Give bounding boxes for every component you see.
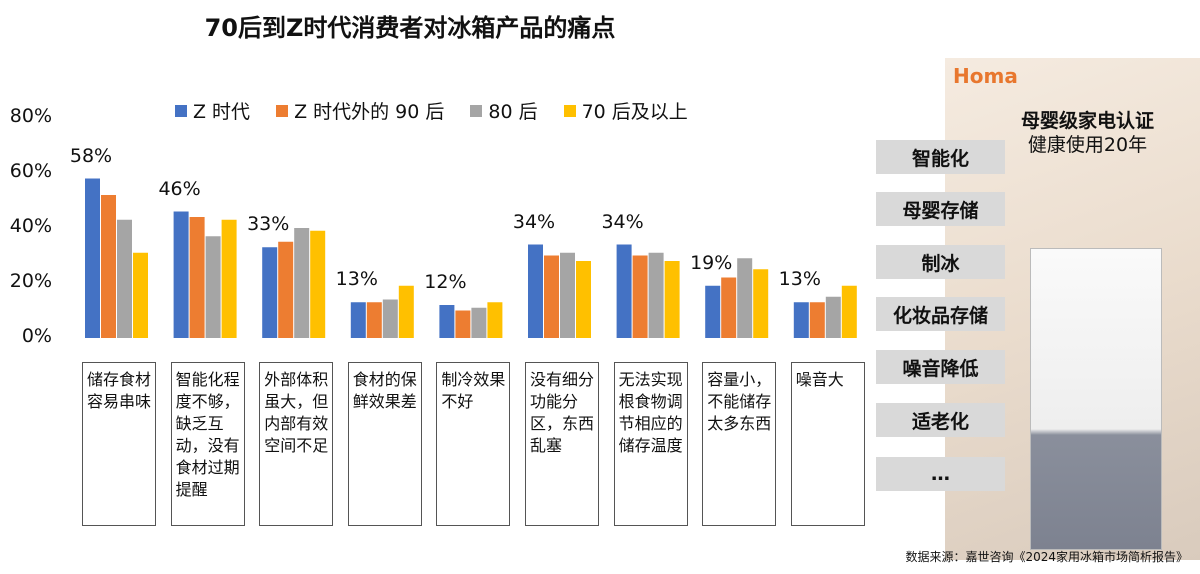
data-label: 46%: [158, 177, 201, 200]
bar: [205, 236, 221, 338]
bar: [809, 302, 825, 338]
plot-area: [85, 178, 857, 338]
y-tick-label: 40%: [9, 215, 52, 237]
legend-item: Z 时代: [175, 97, 250, 124]
legend-label: Z 时代: [193, 101, 251, 123]
bar: [117, 219, 132, 338]
legend-swatch: [276, 104, 289, 117]
bar: [825, 296, 841, 338]
y-tick-label: 60%: [9, 160, 52, 182]
photo-subline: 健康使用20年: [1027, 134, 1148, 156]
bar: [753, 269, 769, 338]
bar: [294, 228, 310, 338]
bar: [793, 302, 809, 338]
chart-title: 70后到Z时代消费者对冰箱产品的痛点: [204, 14, 616, 42]
bar: [487, 302, 503, 338]
bar: [350, 302, 366, 338]
bar: [560, 252, 575, 338]
bar: [455, 310, 471, 338]
category-label: 外部体积虽大，但内部有效空间不足: [259, 362, 334, 526]
bar: [278, 241, 294, 338]
bar: [471, 307, 487, 338]
bar: [737, 258, 753, 338]
photo-headline: 母婴级家电认证: [1020, 110, 1154, 132]
data-label: 33%: [247, 213, 290, 236]
bar: [841, 285, 857, 338]
bar: [262, 247, 278, 338]
bar: [85, 178, 100, 338]
data-label: 34%: [601, 210, 644, 233]
bar: [721, 277, 737, 338]
legend: Z 时代 Z 时代外的 90 后 80 后 70 后及以上: [175, 97, 688, 124]
feature-tag: 化妆品存储: [876, 297, 1005, 331]
bar: [664, 261, 680, 338]
feature-tag: 适老化: [876, 403, 1005, 437]
legend-label: 70 后及以上: [581, 101, 688, 123]
data-label: 58%: [69, 144, 113, 167]
legend-item: Z 时代外的 90 后: [276, 97, 444, 124]
y-tick-label: 20%: [9, 270, 52, 292]
bar: [576, 261, 591, 338]
bar: [221, 219, 237, 338]
bar: [705, 285, 721, 338]
bar: [189, 217, 205, 338]
brand-logo: Homa: [953, 64, 1018, 88]
legend-label: Z 时代外的 90 后: [294, 101, 445, 123]
data-label: 13%: [335, 268, 378, 291]
bar: [439, 305, 455, 338]
data-label: 13%: [778, 268, 821, 291]
feature-tag: 制冰: [876, 245, 1005, 279]
category-label: 食材的保鲜效果差: [347, 362, 422, 526]
category-label: 没有细分功能分区，东西乱塞: [525, 362, 599, 526]
legend-swatch: [563, 104, 576, 117]
legend-swatch: [470, 104, 483, 117]
bar: [398, 285, 414, 338]
category-label: 储存食材容易串味: [82, 362, 156, 526]
feature-tag: …: [876, 457, 1005, 491]
bar: [133, 252, 148, 338]
data-label: 12%: [424, 271, 467, 293]
y-tick-label: 0%: [21, 325, 52, 347]
data-label: 19%: [690, 251, 733, 274]
feature-tag: 噪音降低: [876, 350, 1005, 384]
data-label: 34%: [512, 210, 556, 233]
bar: [528, 244, 543, 338]
legend-item: 70 后及以上: [563, 97, 688, 124]
bar: [382, 299, 398, 338]
bar: [310, 230, 326, 338]
feature-tag: 智能化: [876, 140, 1005, 174]
bar: [544, 255, 559, 338]
bar: [173, 211, 189, 338]
category-label: 制冷效果不好: [436, 362, 511, 526]
legend-item: 80 后: [470, 97, 538, 124]
bar: [616, 244, 632, 338]
source-note: 数据来源：嘉世咨询《2024家用冰箱市场简析报告》: [905, 550, 1188, 564]
bar: [632, 255, 648, 338]
fridge-image: [1030, 248, 1162, 550]
bar: [101, 195, 116, 338]
category-label: 无法实现根食物调节相应的储存温度: [613, 362, 688, 526]
bar: [366, 302, 382, 338]
legend-label: 80 后: [488, 101, 538, 123]
y-tick-label: 80%: [9, 105, 52, 127]
feature-tag: 母婴存储: [876, 192, 1005, 226]
category-label: 智能化程度不够，缺乏互动，没有食材过期提醒: [170, 362, 245, 526]
category-label: 噪音大: [790, 362, 865, 526]
category-label: 容量小，不能储存太多东西: [702, 362, 777, 526]
legend-swatch: [175, 104, 187, 117]
bar: [648, 252, 664, 338]
